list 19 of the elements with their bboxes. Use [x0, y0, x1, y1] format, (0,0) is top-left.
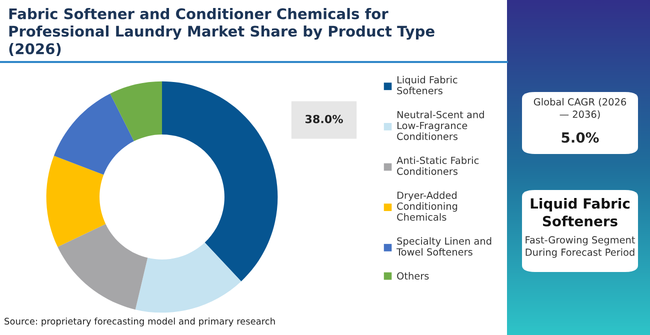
data-label: 38.0%	[305, 114, 343, 124]
donut-slice	[110, 81, 162, 142]
donut-slice	[135, 242, 242, 313]
legend-label: Neutral-Scent and Low-Fragrance Conditioners	[397, 110, 484, 140]
text: Global CAGR (2026 — 2036)	[534, 98, 626, 120]
donut-slice	[46, 156, 106, 247]
source-note: Source: proprietary forecasting model and primary research	[4, 318, 275, 326]
legend-label: Anti-Static Fabric Conditioners	[396, 156, 479, 175]
donut-slice	[58, 224, 148, 310]
legend-label: Dryer-Added Conditioning Chemicals	[397, 191, 458, 221]
legend-label: Others	[397, 272, 429, 280]
chart-title: Fabric Softener and Conditioner Chemicals for Professional Laundry Market Share by Product Type (2026)	[9, 8, 434, 56]
text: Fast-Growing Segment During Forecast Period	[526, 236, 636, 258]
text: Liquid Fabric Softeners	[530, 198, 630, 226]
text: 5.0%	[562, 132, 599, 143]
donut-slice	[162, 81, 278, 282]
legend-label: Specialty Linen and Towel Softeners	[396, 237, 492, 256]
legend-label: Liquid Fabric Softeners	[397, 76, 458, 94]
donut-slice	[54, 94, 134, 175]
